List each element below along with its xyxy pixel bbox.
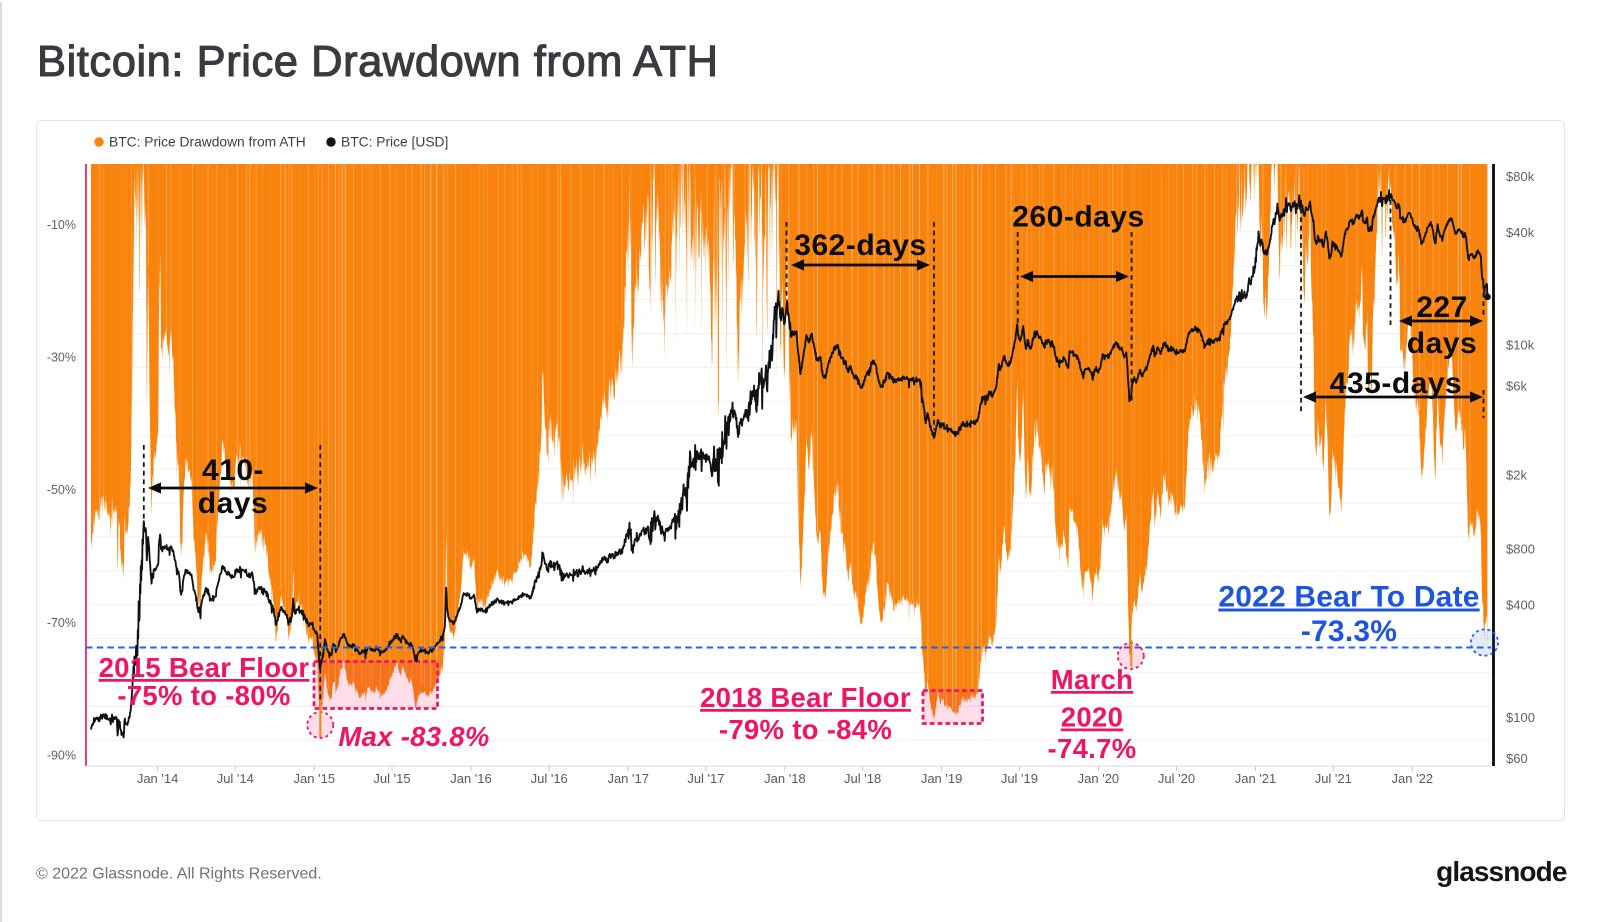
svg-text:2015 Bear Floor: 2015 Bear Floor	[99, 652, 310, 683]
svg-text:March: March	[1051, 664, 1134, 695]
svg-text:$60: $60	[1506, 751, 1528, 766]
svg-text:Max -83.8%: Max -83.8%	[338, 721, 489, 752]
svg-text:435-days: 435-days	[1330, 367, 1462, 400]
svg-text:-10%: -10%	[47, 218, 76, 232]
svg-text:-75% to -80%: -75% to -80%	[117, 680, 290, 711]
svg-text:2018 Bear Floor: 2018 Bear Floor	[700, 682, 911, 713]
svg-text:Jan '17: Jan '17	[607, 771, 649, 786]
svg-text:$2k: $2k	[1506, 468, 1527, 483]
svg-text:Jan '16: Jan '16	[450, 771, 492, 786]
svg-text:$100: $100	[1506, 710, 1535, 725]
svg-text:BTC: Price [USD]: BTC: Price [USD]	[341, 135, 448, 150]
svg-text:Jul '17: Jul '17	[687, 771, 724, 786]
svg-text:BTC: Price Drawdown from ATH: BTC: Price Drawdown from ATH	[109, 135, 306, 150]
svg-text:days: days	[1407, 327, 1477, 360]
svg-text:days: days	[198, 487, 268, 520]
svg-text:$400: $400	[1506, 598, 1535, 613]
svg-text:362-days: 362-days	[794, 229, 926, 262]
svg-text:glassnode: glassnode	[1436, 856, 1567, 887]
svg-text:Jan '20: Jan '20	[1078, 771, 1120, 786]
svg-text:$800: $800	[1506, 542, 1535, 557]
svg-text:Jan '15: Jan '15	[294, 771, 336, 786]
svg-text:© 2022 Glassnode. All Rights R: © 2022 Glassnode. All Rights Reserved.	[36, 866, 322, 883]
svg-text:Jul '20: Jul '20	[1158, 771, 1195, 786]
svg-text:-73.3%: -73.3%	[1301, 615, 1397, 648]
svg-text:Jul '19: Jul '19	[1001, 771, 1038, 786]
svg-text:$6k: $6k	[1506, 379, 1527, 394]
svg-text:Jul '18: Jul '18	[844, 771, 881, 786]
svg-text:-70%: -70%	[47, 616, 76, 630]
svg-text:Jan '19: Jan '19	[921, 771, 963, 786]
svg-text:260-days: 260-days	[1012, 201, 1144, 234]
svg-text:Jan '21: Jan '21	[1235, 771, 1277, 786]
svg-text:227: 227	[1416, 291, 1468, 324]
svg-text:Jan '22: Jan '22	[1392, 771, 1434, 786]
svg-text:-90%: -90%	[47, 749, 76, 763]
svg-text:Jul '21: Jul '21	[1315, 771, 1352, 786]
svg-text:2022 Bear To Date: 2022 Bear To Date	[1218, 581, 1479, 614]
svg-text:410-: 410-	[202, 454, 264, 487]
svg-text:-74.7%: -74.7%	[1048, 733, 1137, 764]
svg-text:Bitcoin: Price Drawdown from A: Bitcoin: Price Drawdown from ATH	[37, 38, 719, 86]
svg-text:Jul '16: Jul '16	[531, 771, 568, 786]
svg-text:-79% to -84%: -79% to -84%	[719, 714, 892, 745]
svg-text:Jan '18: Jan '18	[764, 771, 806, 786]
svg-text:$40k: $40k	[1506, 225, 1535, 240]
svg-text:Jan '14: Jan '14	[137, 771, 179, 786]
svg-text:-50%: -50%	[47, 483, 76, 497]
svg-text:2020: 2020	[1061, 702, 1123, 733]
svg-text:Jul '14: Jul '14	[217, 771, 254, 786]
svg-text:Jul '15: Jul '15	[373, 771, 410, 786]
svg-text:-30%: -30%	[47, 351, 76, 365]
svg-text:$10k: $10k	[1506, 337, 1535, 352]
svg-text:$80k: $80k	[1506, 169, 1535, 184]
